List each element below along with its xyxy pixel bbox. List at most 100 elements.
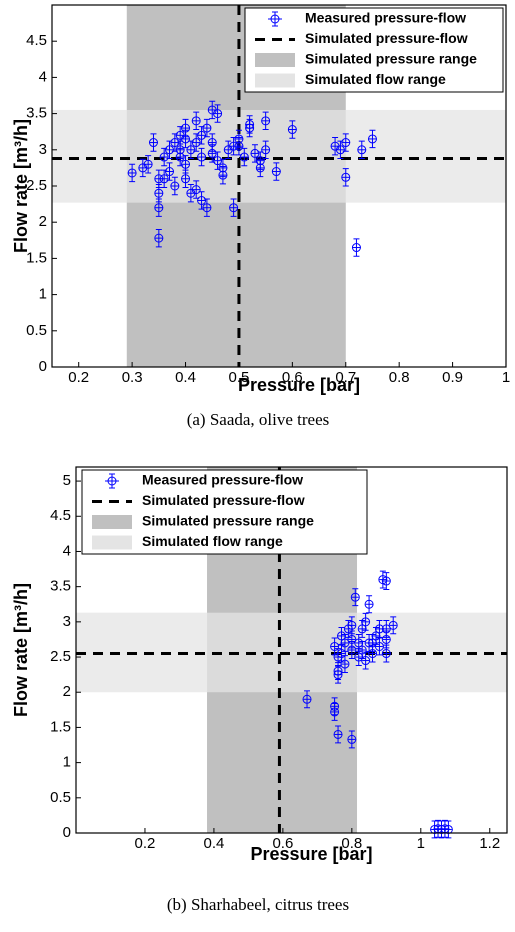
point xyxy=(336,631,346,641)
point xyxy=(191,116,201,126)
x-tick-label: 0.7 xyxy=(335,369,356,386)
point xyxy=(165,167,175,177)
point xyxy=(357,145,367,155)
x-tick-label: 0.3 xyxy=(122,369,143,386)
legend-label: Simulated pressure range xyxy=(142,513,314,529)
y-tick-label: 0 xyxy=(63,824,71,841)
y-tick-label: 5 xyxy=(63,472,71,489)
point xyxy=(333,729,343,739)
x-tick-label: 1 xyxy=(417,835,425,852)
x-tick-label: 0.6 xyxy=(282,369,303,386)
y-tick-label: 3 xyxy=(39,141,47,158)
y-axis-label: Flow rate [m³/h] xyxy=(11,583,31,717)
point xyxy=(381,649,391,659)
legend: Measured pressure-flow Simulated pressure… xyxy=(244,7,504,93)
point xyxy=(271,167,281,177)
legend-symbol xyxy=(105,473,119,489)
point xyxy=(234,134,244,144)
point xyxy=(335,145,345,155)
point xyxy=(371,631,381,641)
y-tick-label: 4 xyxy=(63,542,71,559)
legend-label: Simulated pressure-flow xyxy=(142,492,305,508)
point xyxy=(364,599,374,609)
point xyxy=(202,123,212,133)
point xyxy=(165,145,175,155)
x-tick-label: 0.4 xyxy=(175,369,196,386)
y-tick-label: 2 xyxy=(39,213,47,230)
legend-label: Simulated pressure-flow xyxy=(305,30,468,46)
x-tick-label: 0.8 xyxy=(389,369,410,386)
legend-symbol xyxy=(255,53,295,67)
y-tick-label: 2.5 xyxy=(26,177,47,194)
point xyxy=(374,641,384,651)
point xyxy=(191,185,201,195)
point xyxy=(361,656,371,666)
legend-label: Measured pressure-flow xyxy=(305,10,466,26)
point xyxy=(250,148,260,158)
point xyxy=(357,645,367,655)
point xyxy=(170,138,180,148)
y-tick-label: 3 xyxy=(63,613,71,630)
y-tick-label: 0.5 xyxy=(50,789,71,806)
x-tick-label: 0.4 xyxy=(203,835,224,852)
y-tick-label: 1.5 xyxy=(50,718,71,735)
point xyxy=(341,138,351,148)
legend-label: Simulated flow range xyxy=(305,71,446,87)
point xyxy=(197,130,207,140)
point xyxy=(354,638,364,648)
point xyxy=(261,145,271,155)
y-tick-label: 3.5 xyxy=(26,105,47,122)
y-tick-label: 2.5 xyxy=(50,648,71,665)
point xyxy=(245,123,255,133)
point xyxy=(287,125,297,135)
point xyxy=(213,156,223,166)
point xyxy=(143,159,153,169)
point xyxy=(202,203,212,213)
point xyxy=(191,138,201,148)
flow-range xyxy=(52,109,506,203)
point xyxy=(261,116,271,126)
legend-label: Measured pressure-flow xyxy=(142,472,303,488)
point xyxy=(181,159,191,169)
y-tick-label: 1 xyxy=(63,754,71,771)
point xyxy=(357,624,367,634)
point xyxy=(159,174,169,184)
x-tick-label: 1 xyxy=(502,369,510,386)
y-tick-label: 0.5 xyxy=(26,322,47,339)
x-tick-label: 0.8 xyxy=(341,835,362,852)
point xyxy=(340,659,350,669)
legend-label: Simulated pressure range xyxy=(305,51,477,67)
legend: Measured pressure-flow Simulated pressure… xyxy=(81,469,368,555)
x-tick-label: 0.2 xyxy=(135,835,156,852)
legend-label: Simulated flow range xyxy=(142,533,283,549)
point xyxy=(197,152,207,162)
legend-box xyxy=(81,469,368,555)
point xyxy=(368,638,378,648)
point xyxy=(302,694,312,704)
point xyxy=(255,163,265,173)
point xyxy=(330,641,340,651)
point xyxy=(351,243,361,253)
x-tick-label: 0.9 xyxy=(442,369,463,386)
point xyxy=(381,576,391,586)
legend-symbol xyxy=(270,14,280,24)
legend-symbol xyxy=(107,476,117,486)
caption: (b) Sharhabeel, citrus trees xyxy=(167,895,349,914)
point xyxy=(347,634,357,644)
x-tick-label: 1.2 xyxy=(479,835,500,852)
y-tick-label: 1 xyxy=(39,286,47,303)
point xyxy=(181,174,191,184)
point xyxy=(175,145,185,155)
point xyxy=(181,134,191,144)
x-axis-label: Pressure [bar] xyxy=(238,375,360,395)
point xyxy=(354,652,364,662)
y-axis-label: Flow rate [m³/h] xyxy=(11,119,31,253)
point xyxy=(367,134,377,144)
point xyxy=(239,152,249,162)
point xyxy=(381,624,391,634)
point xyxy=(333,670,343,680)
point xyxy=(388,620,398,630)
point xyxy=(340,638,350,648)
